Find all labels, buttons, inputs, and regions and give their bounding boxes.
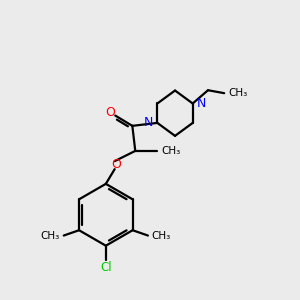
Text: CH₃: CH₃ [161,146,180,156]
Text: O: O [111,158,121,171]
Text: N: N [144,116,153,129]
Text: CH₃: CH₃ [152,230,171,241]
Text: CH₃: CH₃ [41,230,60,241]
Text: N: N [197,97,206,110]
Text: O: O [105,106,115,119]
Text: CH₃: CH₃ [228,88,247,98]
Text: Cl: Cl [100,261,112,274]
